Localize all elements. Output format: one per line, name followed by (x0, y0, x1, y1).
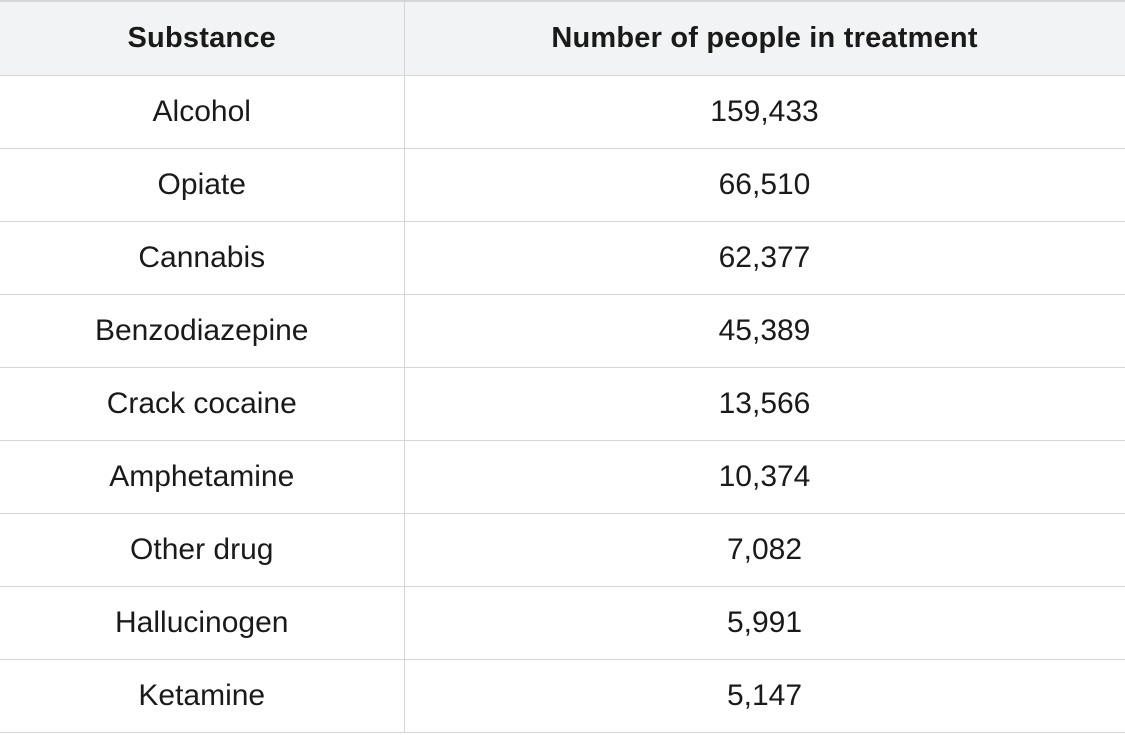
table-body: Alcohol 159,433 Opiate 66,510 Cannabis 6… (0, 75, 1125, 733)
table-row: Other drug 7,082 (0, 513, 1125, 587)
table-header: Substance Number of people in treatment (0, 0, 1125, 76)
header-row: Substance Number of people in treatment (0, 0, 1125, 76)
table-row: Alcohol 159,433 (0, 75, 1125, 149)
number-cell: 13,566 (403, 367, 1125, 441)
substance-cell: Hallucinogen (0, 586, 405, 660)
table-row: Opiate 66,510 (0, 148, 1125, 222)
substance-cell: Alcohol (0, 75, 405, 149)
substance-cell: Amphetamine (0, 440, 405, 514)
substance-cell: Crack cocaine (0, 367, 405, 441)
number-cell: 62,377 (403, 221, 1125, 295)
number-cell: 159,433 (403, 75, 1125, 149)
substance-cell: Benzodiazepine (0, 294, 405, 368)
substance-cell: Cannabis (0, 221, 405, 295)
substance-cell: Ketamine (0, 659, 405, 733)
substance-cell: Other drug (0, 513, 405, 587)
number-cell: 5,991 (403, 586, 1125, 660)
table-row: Hallucinogen 5,991 (0, 586, 1125, 660)
table-row: Ketamine 5,147 (0, 659, 1125, 733)
number-cell: 45,389 (403, 294, 1125, 368)
table-row: Cannabis 62,377 (0, 221, 1125, 295)
table-row: Crack cocaine 13,566 (0, 367, 1125, 441)
column-header-number: Number of people in treatment (403, 0, 1125, 76)
number-cell: 7,082 (403, 513, 1125, 587)
number-cell: 5,147 (403, 659, 1125, 733)
substance-cell: Opiate (0, 148, 405, 222)
number-cell: 66,510 (403, 148, 1125, 222)
table-row: Amphetamine 10,374 (0, 440, 1125, 514)
column-header-substance: Substance (0, 0, 405, 76)
number-cell: 10,374 (403, 440, 1125, 514)
table-row: Benzodiazepine 45,389 (0, 294, 1125, 368)
